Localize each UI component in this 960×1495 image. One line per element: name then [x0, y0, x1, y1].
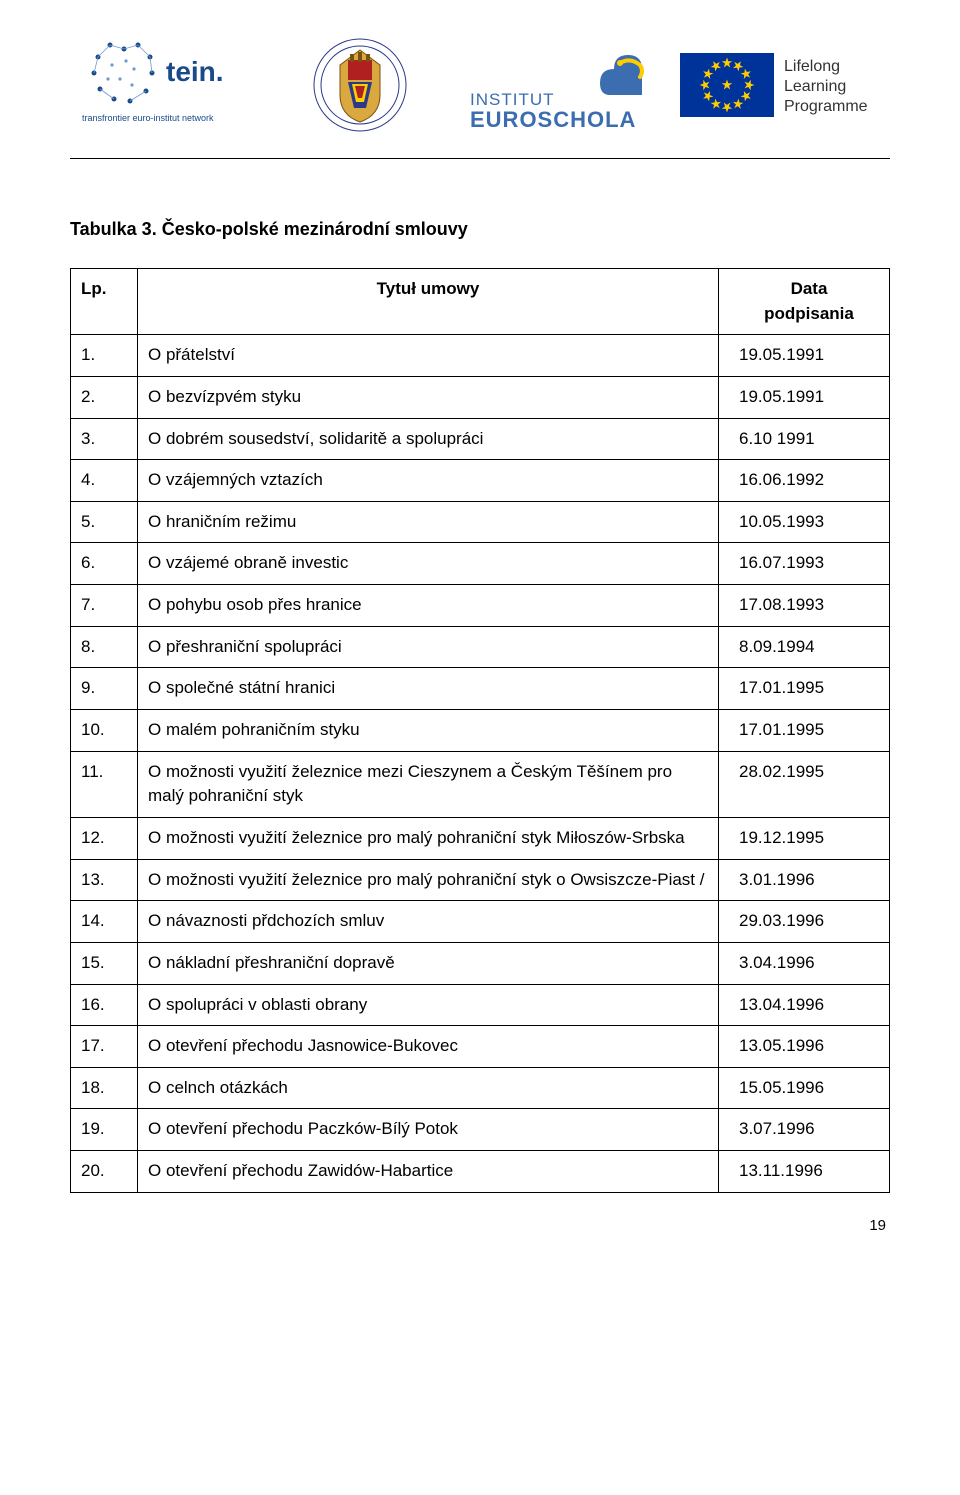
row-date: 3.04.1996 — [719, 942, 890, 984]
table-row: 10.O malém pohraničním styku17.01.1995 — [71, 710, 890, 752]
row-date: 16.07.1993 — [719, 543, 890, 585]
row-number: 4. — [71, 460, 138, 502]
row-date: 8.09.1994 — [719, 626, 890, 668]
table-row: 9.O společné státní hranici17.01.1995 — [71, 668, 890, 710]
row-date: 13.11.1996 — [719, 1151, 890, 1193]
table-row: 20.O otevření přechodu Zawidów-Habartice… — [71, 1151, 890, 1193]
row-title: O malém pohraničním styku — [138, 710, 719, 752]
table-title: Tabulka 3. Česko-polské mezinárodní smlo… — [70, 219, 890, 240]
row-date: 16.06.1992 — [719, 460, 890, 502]
row-title: O otevření přechodu Zawidów-Habartice — [138, 1151, 719, 1193]
row-date: 19.05.1991 — [719, 335, 890, 377]
table-row: 2.O bezvízpvém styku19.05.1991 — [71, 376, 890, 418]
row-title: O vzájemných vztazích — [138, 460, 719, 502]
row-date: 17.01.1995 — [719, 710, 890, 752]
table-row: 14.O návaznosti přdchozích smluv29.03.19… — [71, 901, 890, 943]
row-title: O možnosti využití železnice pro malý po… — [138, 859, 719, 901]
row-date: 13.04.1996 — [719, 984, 890, 1026]
row-number: 13. — [71, 859, 138, 901]
row-number: 5. — [71, 501, 138, 543]
row-number: 14. — [71, 901, 138, 943]
row-title: O společné státní hranici — [138, 668, 719, 710]
row-date: 6.10 1991 — [719, 418, 890, 460]
row-date: 17.01.1995 — [719, 668, 890, 710]
row-title: O otevření přechodu Paczków-Bílý Potok — [138, 1109, 719, 1151]
row-title: O pohybu osob přes hranice — [138, 585, 719, 627]
row-title: O návaznosti přdchozích smluv — [138, 901, 719, 943]
row-title: O otevření přechodu Jasnowice-Bukovec — [138, 1026, 719, 1068]
table-row: 19.O otevření přechodu Paczków-Bílý Poto… — [71, 1109, 890, 1151]
row-date: 19.05.1991 — [719, 376, 890, 418]
row-title: O přeshraniční spolupráci — [138, 626, 719, 668]
row-number: 1. — [71, 335, 138, 377]
header-lp: Lp. — [71, 269, 138, 335]
row-title: O dobrém sousedství, solidaritě a spolup… — [138, 418, 719, 460]
table-row: 3.O dobrém sousedství, solidaritě a spol… — [71, 418, 890, 460]
table-header-row: Lp. Tytuł umowy Data podpisania — [71, 269, 890, 335]
llp-line1: Lifelong — [784, 58, 840, 75]
table-row: 7.O pohybu osob přes hranice17.08.1993 — [71, 585, 890, 627]
row-date: 17.08.1993 — [719, 585, 890, 627]
row-number: 7. — [71, 585, 138, 627]
header-divider — [70, 158, 890, 159]
euroschola-bottom-text: EUROSCHOLA — [470, 107, 636, 132]
treaties-table: Lp. Tytuł umowy Data podpisania 1.O přát… — [70, 268, 890, 1193]
llp-line2: Learning — [784, 78, 846, 95]
row-title: O bezvízpvém styku — [138, 376, 719, 418]
llp-logo: Lifelong Learning Programme — [680, 45, 890, 125]
table-row: 13.O možnosti využití železnice pro malý… — [71, 859, 890, 901]
table-row: 1.O přátelství19.05.1991 — [71, 335, 890, 377]
llp-line3: Programme — [784, 98, 868, 115]
row-number: 9. — [71, 668, 138, 710]
page-number: 19 — [70, 1217, 890, 1234]
tein-logo: tein. transfrontier euro-institut networ… — [70, 35, 250, 135]
table-row: 6.O vzájemé obraně investic16.07.1993 — [71, 543, 890, 585]
row-title: O nákladní přeshraniční dopravě — [138, 942, 719, 984]
row-date: 15.05.1996 — [719, 1067, 890, 1109]
row-title: O celnch otázkách — [138, 1067, 719, 1109]
row-title: O možnosti využití železnice pro malý po… — [138, 817, 719, 859]
table-row: 12.O možnosti využití železnice pro malý… — [71, 817, 890, 859]
tein-sub-text: transfrontier euro-institut network — [82, 113, 214, 123]
row-number: 18. — [71, 1067, 138, 1109]
row-title: O přátelství — [138, 335, 719, 377]
row-number: 10. — [71, 710, 138, 752]
table-row: 16.O spolupráci v oblasti obrany13.04.19… — [71, 984, 890, 1026]
row-number: 2. — [71, 376, 138, 418]
row-number: 19. — [71, 1109, 138, 1151]
row-number: 17. — [71, 1026, 138, 1068]
logo-row: tein. transfrontier euro-institut networ… — [70, 30, 890, 140]
row-date: 19.12.1995 — [719, 817, 890, 859]
crest-logo — [270, 30, 450, 140]
header-title: Tytuł umowy — [138, 269, 719, 335]
table-row: 18.O celnch otázkách15.05.1996 — [71, 1067, 890, 1109]
euroschola-logo: INSTITUT EUROSCHOLA — [470, 35, 660, 135]
row-date: 3.01.1996 — [719, 859, 890, 901]
table-row: 11.O možnosti využití železnice mezi Cie… — [71, 751, 890, 817]
table-row: 17.O otevření přechodu Jasnowice-Bukovec… — [71, 1026, 890, 1068]
row-number: 20. — [71, 1151, 138, 1193]
row-number: 11. — [71, 751, 138, 817]
row-title: O možnosti využití železnice mezi Cieszy… — [138, 751, 719, 817]
row-number: 15. — [71, 942, 138, 984]
row-date: 29.03.1996 — [719, 901, 890, 943]
row-number: 16. — [71, 984, 138, 1026]
row-title: O hraničním režimu — [138, 501, 719, 543]
header-date: Data podpisania — [719, 269, 890, 335]
table-row: 5.O hraničním režimu10.05.1993 — [71, 501, 890, 543]
row-number: 12. — [71, 817, 138, 859]
row-date: 3.07.1996 — [719, 1109, 890, 1151]
tein-name-text: tein. — [166, 56, 224, 87]
table-row: 4.O vzájemných vztazích16.06.1992 — [71, 460, 890, 502]
table-row: 15.O nákladní přeshraniční dopravě3.04.1… — [71, 942, 890, 984]
row-title: O vzájemé obraně investic — [138, 543, 719, 585]
row-date: 28.02.1995 — [719, 751, 890, 817]
row-title: O spolupráci v oblasti obrany — [138, 984, 719, 1026]
row-number: 8. — [71, 626, 138, 668]
table-row: 8.O přeshraniční spolupráci8.09.1994 — [71, 626, 890, 668]
row-number: 6. — [71, 543, 138, 585]
row-date: 13.05.1996 — [719, 1026, 890, 1068]
row-date: 10.05.1993 — [719, 501, 890, 543]
row-number: 3. — [71, 418, 138, 460]
